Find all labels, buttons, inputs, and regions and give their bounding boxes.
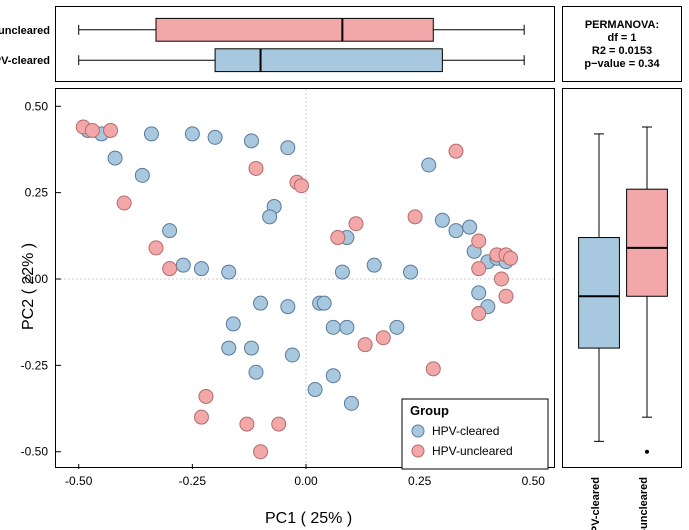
scatter-point: [344, 396, 358, 410]
stats-line: df = 1: [563, 32, 681, 44]
scatter-point: [435, 213, 449, 227]
scatter-point: [404, 265, 418, 279]
stats-title: PERMANOVA:: [563, 19, 681, 31]
scatter-point: [376, 331, 390, 345]
scatter-point: [408, 210, 422, 224]
svg-text:0.50: 0.50: [522, 474, 546, 488]
scatter-point: [463, 220, 477, 234]
scatter-point: [390, 320, 404, 334]
scatter-point: [472, 234, 486, 248]
scatter-point: [226, 317, 240, 331]
svg-text:-0.50: -0.50: [65, 474, 93, 488]
scatter-point: [272, 417, 286, 431]
scatter-point: [208, 130, 222, 144]
top-boxplot-panel: HPV-unclearedHPV-cleared: [55, 6, 555, 82]
scatter-point: [249, 365, 263, 379]
scatter-point: [349, 217, 363, 231]
scatter-point: [326, 320, 340, 334]
scatter-point: [335, 265, 349, 279]
svg-text:0.25: 0.25: [408, 474, 432, 488]
legend: Group HPV-cleared HPV-uncleared: [402, 399, 548, 469]
boxplot-box: [156, 18, 433, 41]
scatter-point: [199, 389, 213, 403]
pca-scatter-panel: -0.50-0.250.000.250.50-0.50-0.250.000.25…: [55, 88, 555, 468]
svg-text:0.50: 0.50: [25, 99, 49, 113]
scatter-point: [340, 320, 354, 334]
svg-text:HPV-cleared: HPV-cleared: [590, 477, 602, 530]
svg-text:HPV-uncleared: HPV-uncleared: [638, 477, 650, 530]
scatter-point: [117, 196, 131, 210]
scatter-point: [358, 338, 372, 352]
scatter-point: [108, 151, 122, 165]
scatter-point: [163, 224, 177, 238]
svg-text:HPV-cleared: HPV-cleared: [0, 55, 50, 67]
scatter-point: [494, 272, 508, 286]
scatter-point: [194, 410, 208, 424]
scatter-point: [244, 341, 258, 355]
scatter-point: [285, 348, 299, 362]
scatter-point: [504, 251, 518, 265]
scatter-point: [149, 241, 163, 255]
scatter-point: [263, 210, 277, 224]
scatter-point: [144, 127, 158, 141]
svg-text:0.25: 0.25: [25, 186, 49, 200]
svg-text:Group: Group: [410, 403, 449, 418]
svg-text:-0.25: -0.25: [21, 358, 49, 372]
scatter-point: [499, 289, 513, 303]
scatter-point: [222, 341, 236, 355]
svg-text:HPV-uncleared: HPV-uncleared: [432, 444, 513, 458]
svg-text:HPV-cleared: HPV-cleared: [432, 424, 499, 438]
x-axis-label: PC1 ( 25% ): [265, 510, 352, 528]
svg-text:0.00: 0.00: [294, 474, 318, 488]
outlier-point: [645, 450, 649, 454]
right-boxplot-panel: HPV-clearedHPV-uncleared: [562, 88, 682, 468]
boxplot-box: [579, 238, 620, 349]
svg-text:-0.25: -0.25: [179, 474, 207, 488]
scatter-point: [331, 231, 345, 245]
scatter-point: [85, 123, 99, 137]
stats-line: p−value = 0.34: [563, 58, 681, 70]
scatter-point: [317, 296, 331, 310]
scatter-point: [240, 417, 254, 431]
boxplot-box: [627, 189, 668, 296]
y-axis-label: PC2 ( 22% ): [20, 243, 38, 330]
scatter-point: [281, 300, 295, 314]
scatter-point: [176, 258, 190, 272]
scatter-point: [472, 286, 486, 300]
scatter-point: [254, 445, 268, 459]
scatter-point: [135, 168, 149, 182]
scatter-point: [254, 296, 268, 310]
scatter-point: [449, 144, 463, 158]
scatter-point: [294, 179, 308, 193]
scatter-point: [249, 161, 263, 175]
scatter-point: [222, 265, 236, 279]
boxplot-box: [215, 49, 442, 72]
scatter-point: [104, 123, 118, 137]
scatter-point: [426, 362, 440, 376]
scatter-point: [326, 369, 340, 383]
scatter-point: [449, 224, 463, 238]
stats-line: R2 = 0.0153: [563, 45, 681, 57]
scatter-point: [185, 127, 199, 141]
scatter-point: [367, 258, 381, 272]
scatter-point: [244, 134, 258, 148]
permanova-stats-box: PERMANOVA: df = 1 R2 = 0.0153 p−value = …: [562, 6, 682, 82]
scatter-point: [194, 262, 208, 276]
scatter-point: [163, 262, 177, 276]
scatter-point: [281, 141, 295, 155]
scatter-point: [472, 262, 486, 276]
svg-text:-0.50: -0.50: [21, 445, 49, 459]
svg-text:HPV-uncleared: HPV-uncleared: [0, 25, 50, 37]
scatter-point: [422, 158, 436, 172]
scatter-point: [472, 307, 486, 321]
scatter-point: [308, 383, 322, 397]
